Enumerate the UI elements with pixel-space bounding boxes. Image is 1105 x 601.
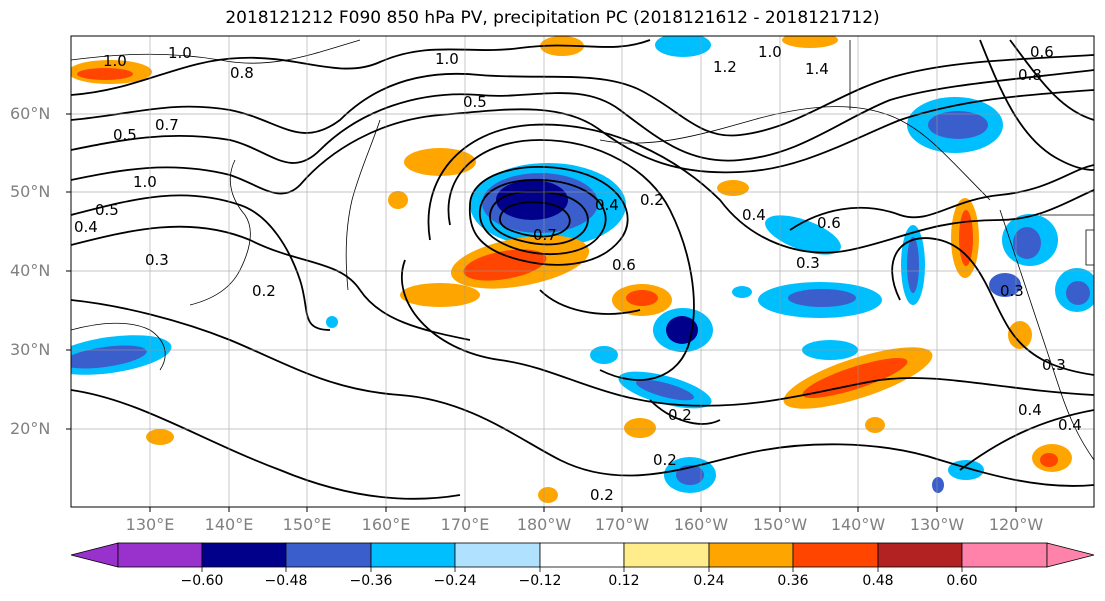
colorbar-segment bbox=[961, 542, 1048, 568]
graticule bbox=[71, 36, 1094, 507]
contour-label: 0.3 bbox=[1000, 282, 1024, 300]
contour-label: 0.5 bbox=[463, 93, 487, 111]
axis-ticks bbox=[66, 113, 1017, 512]
colorbar-segment bbox=[454, 542, 541, 568]
contour-label: 1.0 bbox=[133, 173, 157, 191]
contour-label: 0.2 bbox=[668, 406, 692, 424]
colorbar-tick-label: −0.12 bbox=[518, 573, 562, 589]
colorbar-tick-label: 0.24 bbox=[693, 573, 725, 589]
contour-label: 0.6 bbox=[612, 256, 636, 274]
contour-label: 1.0 bbox=[758, 43, 782, 61]
contour-label: 0.5 bbox=[113, 126, 137, 144]
colorbar-segment bbox=[117, 542, 203, 568]
contour-label: 0.3 bbox=[796, 254, 820, 272]
lon-label: 150°E bbox=[282, 515, 332, 534]
lat-label: 30°N bbox=[10, 340, 51, 359]
chart-title: 2018121212 F090 850 hPa PV, precipitatio… bbox=[225, 8, 880, 28]
colorbar-segment bbox=[539, 542, 625, 568]
contour-label: 0.4 bbox=[1018, 401, 1042, 419]
contour-label: 0.4 bbox=[74, 218, 98, 236]
colorbar-segment bbox=[285, 542, 372, 568]
colorbar-tick-label: 0.48 bbox=[862, 573, 894, 589]
lat-label: 50°N bbox=[10, 182, 51, 201]
colorbar-tick-label: −0.60 bbox=[180, 573, 224, 589]
colorbar-tick-label: 0.36 bbox=[777, 573, 809, 589]
lat-label: 60°N bbox=[10, 104, 51, 123]
contour-label: 0.7 bbox=[533, 226, 557, 244]
contour-label: 1.0 bbox=[168, 44, 192, 62]
contour-label: 0.3 bbox=[1042, 356, 1066, 374]
contour-label: 1.0 bbox=[103, 52, 127, 70]
colorbar-tick-label: −0.36 bbox=[349, 573, 393, 589]
contour-label: 0.2 bbox=[640, 191, 664, 209]
colorbar-segment bbox=[792, 542, 879, 568]
lon-label: 150°W bbox=[752, 515, 808, 534]
contour-label: 1.4 bbox=[805, 60, 829, 78]
contour-label: 0.5 bbox=[95, 201, 119, 219]
contour-label: 0.7 bbox=[155, 116, 179, 134]
lon-label: 170°W bbox=[594, 515, 650, 534]
colorbar-segment bbox=[708, 542, 794, 568]
colorbar-segment bbox=[201, 542, 287, 568]
colorbar-segment bbox=[370, 542, 456, 568]
lon-label: 130°W bbox=[909, 515, 965, 534]
contour-label: 0.4 bbox=[1058, 416, 1082, 434]
colorbar-tick-label: 0.60 bbox=[946, 573, 978, 589]
lon-label: 170°E bbox=[440, 515, 490, 534]
lat-label: 40°N bbox=[10, 261, 51, 280]
contour-label: 0.4 bbox=[595, 196, 619, 214]
colorbar-extend-high bbox=[1046, 542, 1095, 568]
contour-label: 1.2 bbox=[713, 58, 737, 76]
colorbar bbox=[70, 542, 1095, 572]
contour-label: 0.2 bbox=[590, 486, 614, 504]
lon-label: 160°W bbox=[673, 515, 729, 534]
contour-label: 0.4 bbox=[742, 206, 766, 224]
lon-label: 180°W bbox=[516, 515, 572, 534]
contour-label: 0.6 bbox=[817, 214, 841, 232]
contour-label: 1.0 bbox=[435, 50, 459, 68]
contour-label: 0.8 bbox=[1018, 66, 1042, 84]
contour-label: 0.2 bbox=[252, 282, 276, 300]
contour-labels: 1.0 1.0 0.8 1.0 1.0 1.4 0.6 0.8 1.2 0.5 … bbox=[74, 43, 1082, 504]
colorbar-tick-label: −0.24 bbox=[433, 573, 477, 589]
colorbar-segment bbox=[877, 542, 963, 568]
contour-label: 0.3 bbox=[145, 251, 169, 269]
colorbar-extend-low bbox=[70, 542, 119, 568]
lon-label: 120°W bbox=[988, 515, 1044, 534]
lon-label: 160°E bbox=[361, 515, 411, 534]
contour-label: 0.6 bbox=[1030, 43, 1054, 61]
contour-label: 0.2 bbox=[653, 451, 677, 469]
lon-label: 130°E bbox=[125, 515, 175, 534]
contour-label: 0.8 bbox=[230, 64, 254, 82]
colorbar-tick-label: −0.48 bbox=[264, 573, 308, 589]
colorbar-segment bbox=[623, 542, 710, 568]
lon-label: 140°E bbox=[204, 515, 254, 534]
lon-label: 140°W bbox=[830, 515, 886, 534]
lat-label: 20°N bbox=[10, 419, 51, 438]
colorbar-tick-label: 0.12 bbox=[608, 573, 640, 589]
